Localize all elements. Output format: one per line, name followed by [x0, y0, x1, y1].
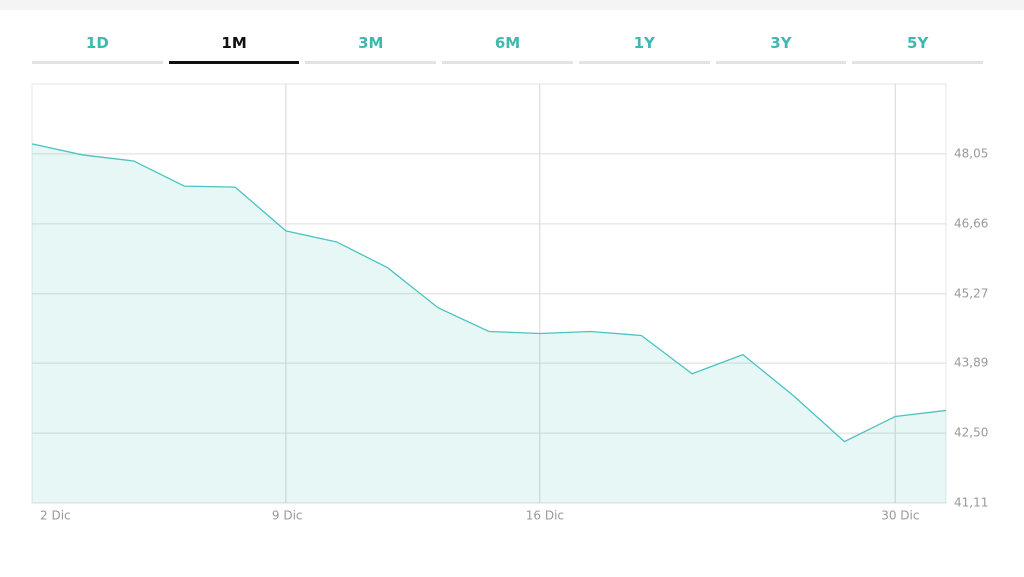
range-tab[interactable]: 6M	[442, 34, 573, 64]
x-tick-label: 30 Dic	[881, 509, 919, 523]
area-fill	[32, 143, 946, 503]
price-line	[31, 143, 947, 443]
y-tick-label: 45,27	[954, 286, 988, 300]
range-tabs: 1D 1M 3M 6M 1Y 3Y 5Y	[32, 34, 984, 64]
y-tick-label: 41,11	[954, 496, 988, 510]
x-tick-label: 16 Dic	[526, 509, 564, 523]
range-tab[interactable]: 1Y	[578, 34, 710, 64]
x-tick-label: 9 Dic	[272, 509, 303, 523]
range-tab[interactable]: 3Y	[715, 34, 847, 64]
y-tick-label: 43,89	[954, 356, 988, 370]
range-tab[interactable]: 1D	[32, 34, 163, 64]
range-tab[interactable]: 1M	[168, 34, 300, 64]
range-tab[interactable]: 5Y	[852, 34, 984, 64]
y-tick-label: 48,05	[954, 146, 988, 160]
y-tick-label: 46,66	[954, 216, 988, 230]
x-tick-label: 2 Dic	[40, 509, 71, 523]
range-tab[interactable]: 3M	[305, 34, 437, 64]
y-tick-label: 42,50	[954, 426, 988, 440]
